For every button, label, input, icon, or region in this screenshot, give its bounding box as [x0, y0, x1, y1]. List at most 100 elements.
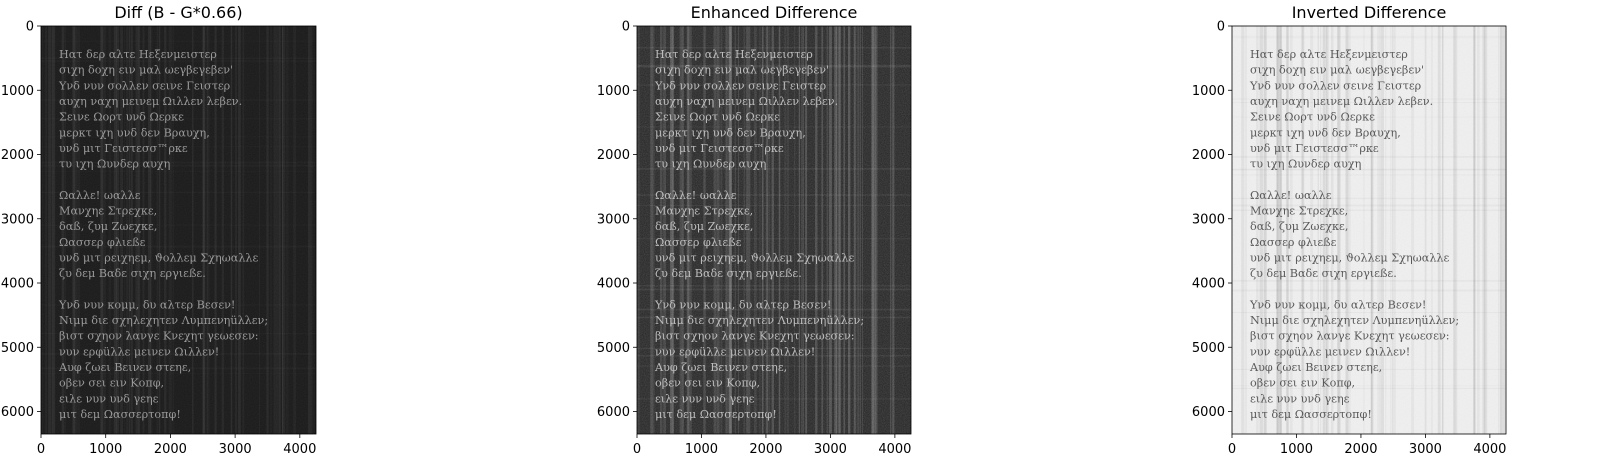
image-stripe [836, 26, 838, 434]
image-stripe [659, 26, 663, 434]
image-stripe [838, 26, 840, 434]
image-text-line: σιχη δοχη ειν μαλ ωεγβεγεβεν' [655, 64, 829, 77]
image-band [637, 205, 911, 206]
image-stripe [871, 26, 874, 434]
image-text-line: Σεινε Ωορτ υνδ Ωερκε [655, 111, 780, 124]
image-area: Ηατ δερ αλτε Ηεξενμειστερ σιχη δοχη ειν μ… [1232, 26, 1506, 434]
image-stripe [826, 26, 829, 434]
image-band [637, 285, 911, 287]
y-tick-label: 2000 [1, 148, 34, 163]
image-band [637, 194, 911, 196]
image-text-line: βιστ σχηον λανγε Κνεχητ γεωεσεν: [1250, 330, 1450, 343]
image-stripe [860, 26, 862, 434]
image-band [637, 316, 911, 319]
image-text-line: βιστ σχηον λανγε Κνεχητ γεωεσεν: [59, 330, 259, 343]
image-band [637, 308, 911, 311]
image-text-line: ζυ δεμ Βαδε σιχη εργιεßε. [655, 267, 802, 280]
image-band [1232, 36, 1506, 37]
image-stripe [738, 26, 740, 434]
image-band [1232, 174, 1506, 175]
image-stripe [1483, 26, 1486, 434]
image-stripe [1286, 26, 1289, 434]
image-text-line: δαß, ζυμ Ζωεχκε, [655, 220, 753, 233]
image-stripe [873, 26, 876, 434]
image-band [41, 41, 316, 42]
y-tick-label: 5000 [597, 341, 630, 356]
image-text-line: υνδ μιτ ρειχηεμ, ϑολλεμ Σχηωαλλε [59, 251, 259, 264]
x-tick-label: 2000 [1344, 442, 1377, 457]
image-stripe [679, 26, 682, 434]
image-text-line: ζυ δεμ Βαδε σιχη εργιεßε. [1250, 267, 1397, 280]
x-tick-label: 0 [1228, 442, 1236, 457]
image-stripe [266, 26, 268, 434]
image-stripe [1260, 26, 1263, 434]
image-grain [41, 26, 316, 434]
image-text-line: Ωαλλε! ωαλλε [655, 189, 737, 202]
image-text-line: μιτ δεμ Ωασσερτοπφ! [1250, 408, 1372, 421]
image-stripe [1453, 26, 1456, 434]
image-stripe [729, 26, 732, 434]
image-text-line: βιστ σχηον λανγε Κνεχητ γεωεσεν: [655, 330, 855, 343]
image-band [637, 168, 911, 170]
image-stripe [1278, 26, 1283, 434]
image-stripe [1277, 26, 1280, 434]
image-stripe [142, 26, 145, 434]
image-stripe [308, 26, 310, 434]
image-stripe [1431, 26, 1433, 434]
image-stripe [798, 26, 801, 434]
image-stripe [206, 26, 209, 434]
image-stripe [778, 26, 781, 434]
image-stripe [1390, 26, 1392, 434]
image-stripe [1319, 26, 1322, 434]
image-stripe [1503, 26, 1505, 434]
x-tick-label: 4000 [1473, 442, 1506, 457]
image-text-line: Υνδ νυν σολλεν σεινε Γειστερ [58, 79, 231, 92]
image-stripe [281, 26, 284, 434]
image-stripe [116, 26, 119, 434]
image-stripe [130, 26, 133, 434]
image-stripe [828, 26, 831, 434]
image-stripe [293, 26, 296, 434]
image-stripe [1377, 26, 1379, 434]
image-stripe [1300, 26, 1304, 434]
image-stripe [843, 26, 846, 434]
image-text-line: Ηατ δερ αλτε Ηεξενμειστερ [1250, 48, 1408, 61]
image-text-line: οβεν σει ειν Κοπφ, [1250, 377, 1355, 390]
image-stripe [1455, 26, 1458, 434]
image-band [637, 64, 911, 67]
image-band [637, 126, 911, 128]
image-stripe [273, 26, 275, 434]
image-stripe [1371, 26, 1374, 434]
image-stripe [815, 26, 817, 434]
image-stripe [1279, 26, 1282, 434]
image-stripe [158, 26, 161, 434]
y-tick-label: 3000 [1192, 212, 1225, 227]
image-stripe [821, 26, 824, 434]
y-tick-label: 5000 [1192, 341, 1225, 356]
image-text-line: αυχη ναχη μεινεμ Ωιλλεν λεβεν. [655, 95, 838, 108]
y-tick-label: 6000 [1192, 405, 1225, 420]
image-stripe [221, 26, 224, 434]
y-tick-label: 0 [1217, 20, 1225, 35]
image-text-line: δαß, ζυμ Ζωεχκε, [1250, 220, 1348, 233]
image-band [637, 365, 911, 367]
image-text-line: νυν ερφüλλε μεινεν Ωιλλεν! [655, 345, 815, 358]
image-stripe [862, 26, 864, 434]
image-stripe [802, 26, 804, 434]
y-tick-label: 2000 [1192, 148, 1225, 163]
axes-frame [1231, 25, 1507, 435]
image-grain [637, 26, 911, 434]
image-stripe [720, 26, 723, 434]
image-text-line: ειλε νυν υνδ γεηε [59, 392, 159, 405]
image-band [637, 347, 911, 349]
image-stripe [1484, 26, 1486, 434]
image-text-line: Μανχηε Στρεχκε, [59, 205, 157, 218]
image-stripe [100, 26, 104, 434]
image-stripe [1241, 26, 1245, 434]
image-stripe [858, 26, 860, 434]
image-stripe [1473, 26, 1475, 434]
image-band [1232, 289, 1506, 291]
image-band [637, 47, 911, 49]
image-text-line: οβεν σει ειν Κοπφ, [655, 377, 760, 390]
x-tick-label: 1000 [89, 442, 122, 457]
